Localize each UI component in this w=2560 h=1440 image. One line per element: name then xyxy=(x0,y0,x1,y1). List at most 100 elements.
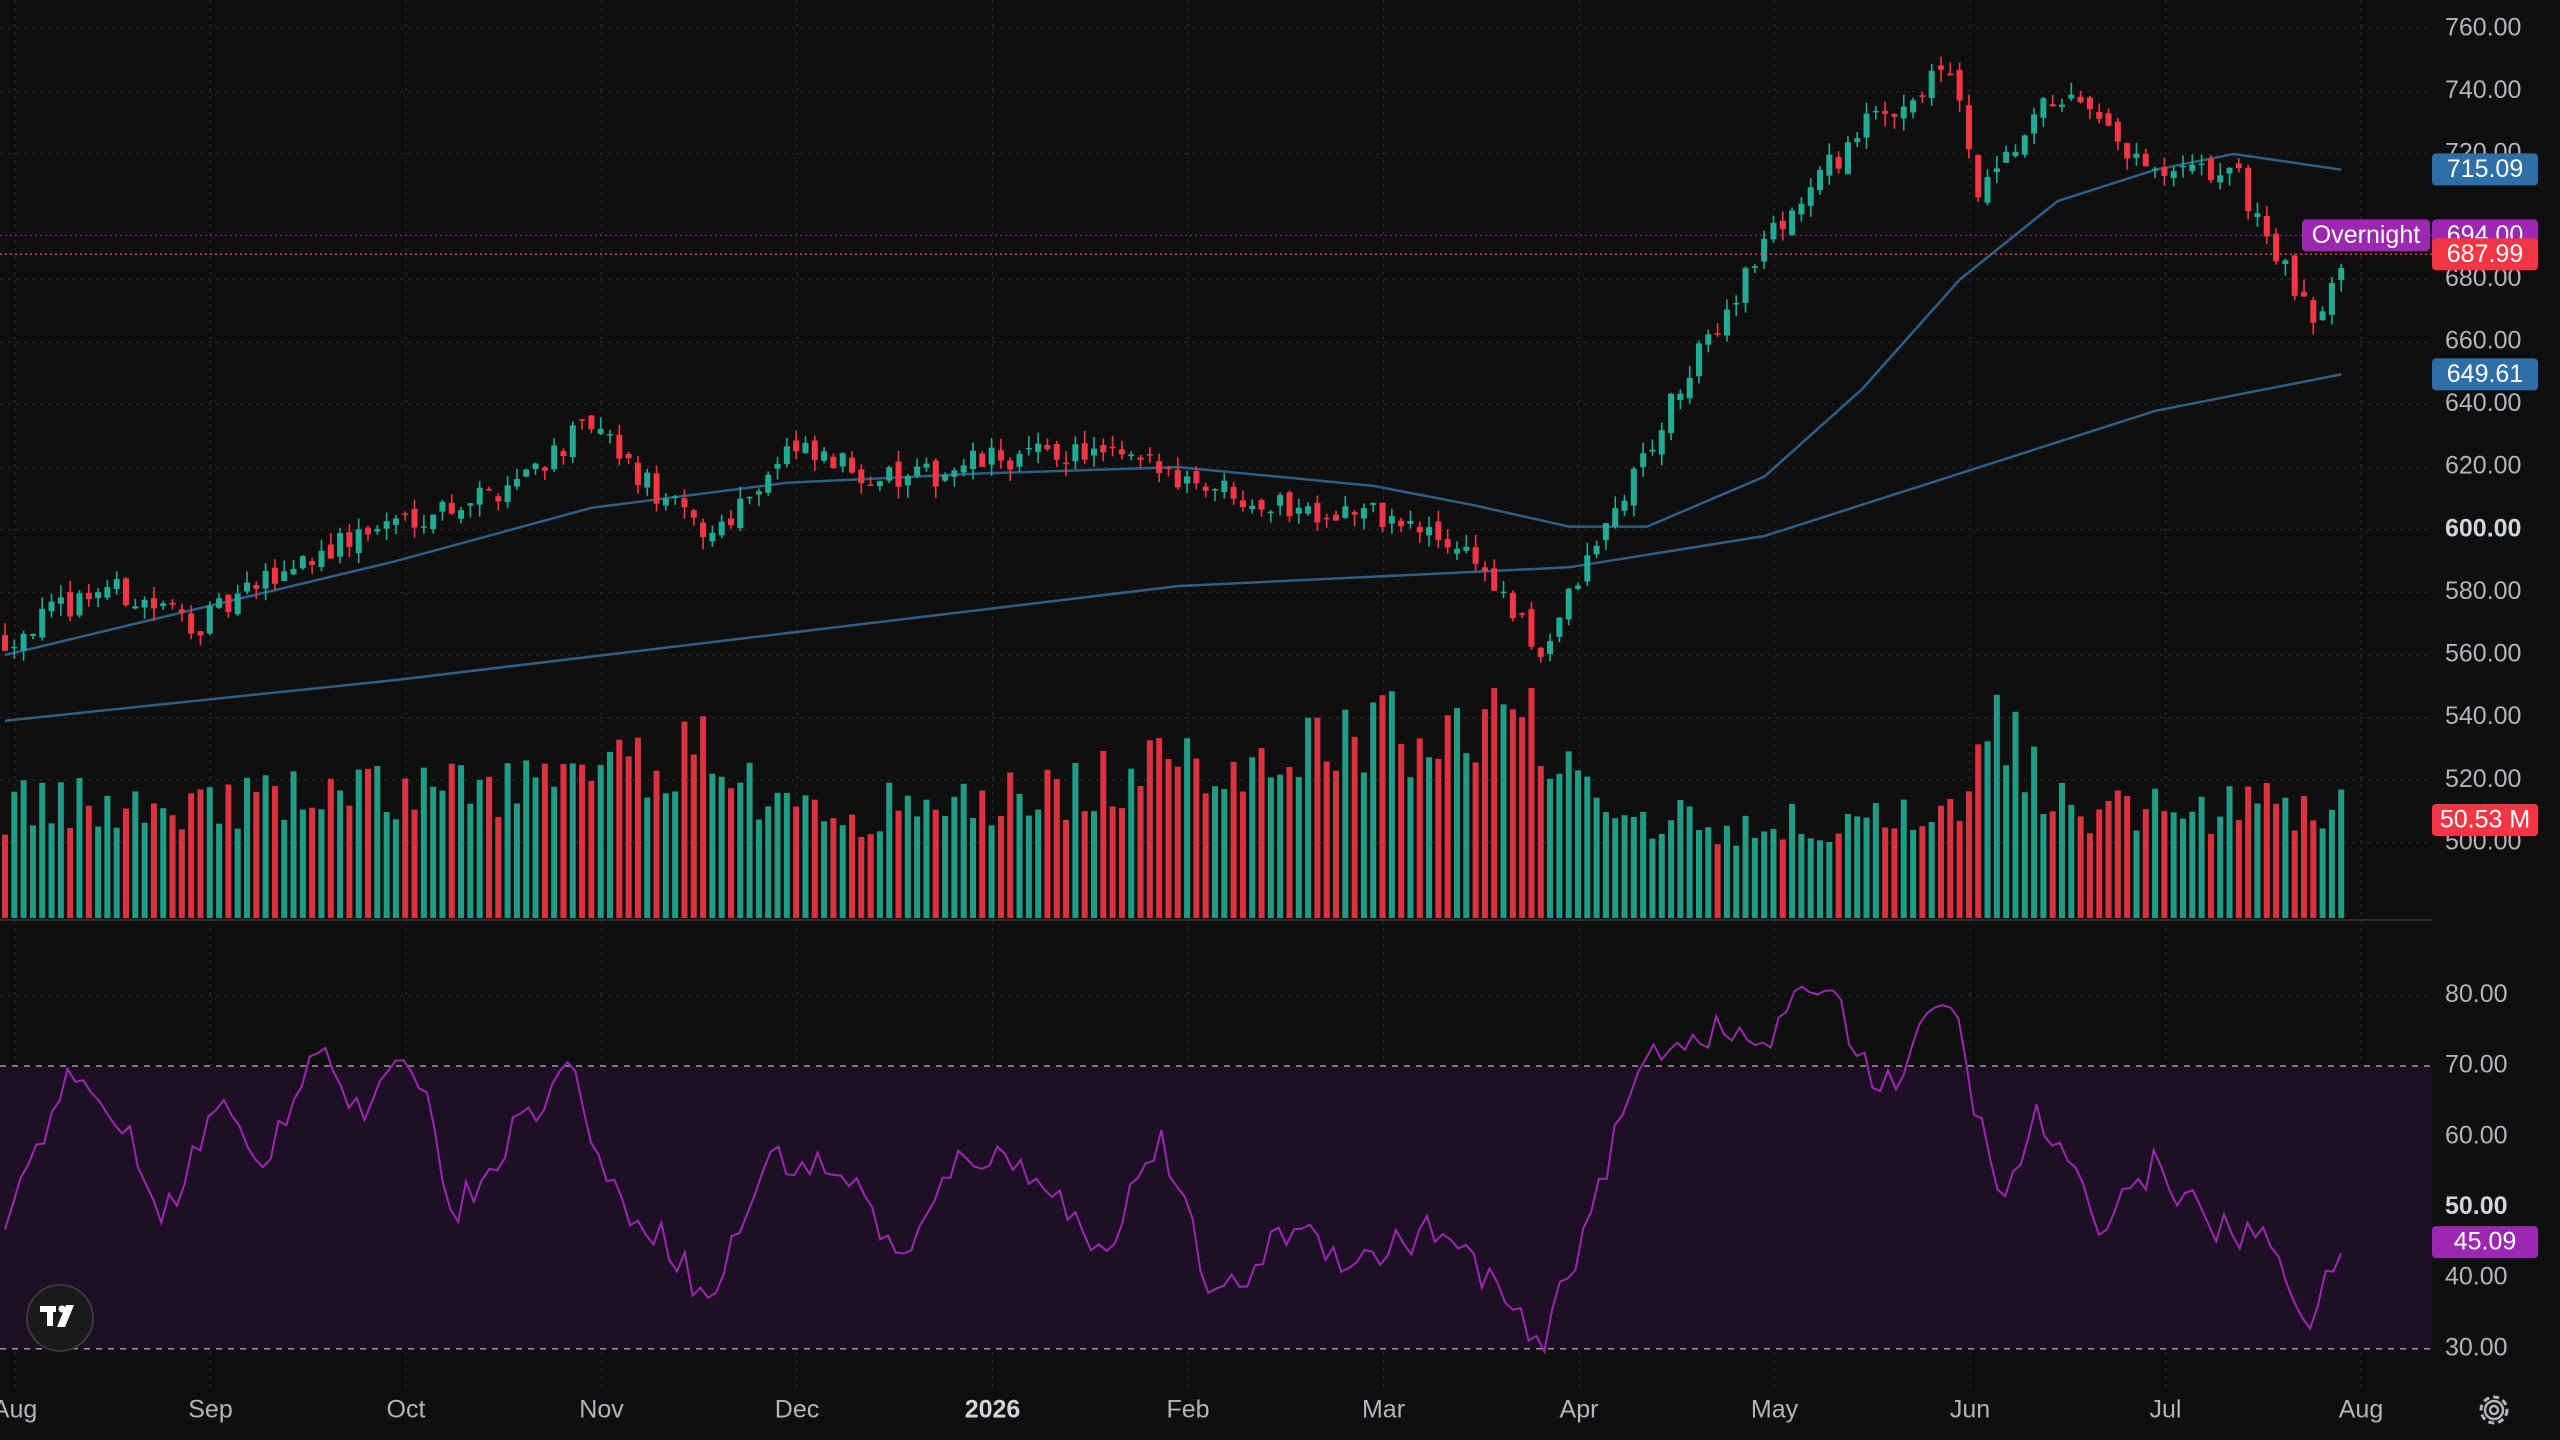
candle-body[interactable] xyxy=(1053,443,1060,460)
candle-body[interactable] xyxy=(2273,233,2280,262)
candle-body[interactable] xyxy=(1668,393,1675,434)
candle-body[interactable] xyxy=(216,598,223,608)
candle-body[interactable] xyxy=(2114,121,2121,142)
candle-body[interactable] xyxy=(1947,73,1954,76)
candle-body[interactable] xyxy=(1882,110,1889,114)
candle-body[interactable] xyxy=(2077,96,2084,103)
chart-ui[interactable] xyxy=(26,1284,2509,1425)
candle-body[interactable] xyxy=(1835,157,1842,169)
candle-body[interactable] xyxy=(2179,165,2186,168)
candle-body[interactable] xyxy=(709,532,716,542)
candle-body[interactable] xyxy=(700,522,707,538)
candle-body[interactable] xyxy=(746,496,753,499)
candle-body[interactable] xyxy=(355,529,362,554)
candle-body[interactable] xyxy=(1388,516,1395,524)
candle-body[interactable] xyxy=(197,631,204,636)
candle-body[interactable] xyxy=(448,502,455,514)
candle-body[interactable] xyxy=(1872,110,1879,113)
candle-body[interactable] xyxy=(979,453,986,467)
candle-body[interactable] xyxy=(1965,105,1972,150)
candle-body[interactable] xyxy=(1956,69,1963,101)
candle-body[interactable] xyxy=(290,568,297,575)
candle-body[interactable] xyxy=(848,457,855,473)
candle-body[interactable] xyxy=(2235,163,2242,169)
candle-body[interactable] xyxy=(2319,311,2326,321)
candle-body[interactable] xyxy=(690,510,697,518)
candle-body[interactable] xyxy=(793,440,800,452)
candle-body[interactable] xyxy=(1351,511,1358,515)
candle-body[interactable] xyxy=(1714,333,1721,335)
candle-body[interactable] xyxy=(374,529,381,532)
time-axis[interactable]: Aug Sep Oct Nov Dec 2026 Feb Mar Apr May Jun Jul Aug xyxy=(0,1396,2383,1424)
candle-body[interactable] xyxy=(2142,153,2149,167)
candle-body[interactable] xyxy=(253,585,260,589)
candle-body[interactable] xyxy=(2105,113,2112,126)
candle-body[interactable] xyxy=(2226,167,2233,174)
candle-body[interactable] xyxy=(1100,444,1107,453)
candle-body[interactable] xyxy=(2003,151,2010,163)
candle-body[interactable] xyxy=(569,425,576,458)
candle-body[interactable] xyxy=(1370,502,1377,505)
candle-body[interactable] xyxy=(2086,97,2093,110)
candle-body[interactable] xyxy=(206,605,213,634)
candle-body[interactable] xyxy=(1286,492,1293,517)
chart-settings-button[interactable] xyxy=(2479,1395,2509,1425)
candle-body[interactable] xyxy=(1267,511,1274,514)
candle-body[interactable] xyxy=(1984,177,1991,203)
candle-body[interactable] xyxy=(85,592,92,600)
candle-body[interactable] xyxy=(1844,142,1851,175)
candle-body[interactable] xyxy=(988,447,995,465)
candle-body[interactable] xyxy=(1416,526,1423,533)
candle-body[interactable] xyxy=(476,487,483,505)
candle-body[interactable] xyxy=(20,633,27,651)
candle-body[interactable] xyxy=(1044,445,1051,450)
candle-body[interactable] xyxy=(755,491,762,495)
candle-body[interactable] xyxy=(1453,548,1460,554)
candle-body[interactable] xyxy=(1863,113,1870,138)
candle-body[interactable] xyxy=(597,428,604,434)
candle-body[interactable] xyxy=(774,464,781,469)
candle-body[interactable] xyxy=(29,634,36,636)
candle-body[interactable] xyxy=(579,419,586,421)
candle-body[interactable] xyxy=(1230,486,1237,499)
candle-body[interactable] xyxy=(1519,613,1526,616)
candle-body[interactable] xyxy=(1751,266,1758,268)
candle-body[interactable] xyxy=(2161,166,2168,176)
candle-body[interactable] xyxy=(1165,467,1172,470)
candle-body[interactable] xyxy=(1007,460,1014,470)
candle-body[interactable] xyxy=(839,453,846,467)
candle-body[interactable] xyxy=(1686,377,1693,399)
candle-body[interactable] xyxy=(383,521,390,529)
candle-body[interactable] xyxy=(1118,449,1125,455)
candle-body[interactable] xyxy=(1547,641,1554,654)
candle-body[interactable] xyxy=(1128,454,1135,457)
candle-body[interactable] xyxy=(1891,113,1898,117)
candle-body[interactable] xyxy=(2338,267,2345,280)
candle-body[interactable] xyxy=(2263,216,2270,237)
candle-body[interactable] xyxy=(2124,143,2131,159)
candle-body[interactable] xyxy=(160,603,167,607)
candle-body[interactable] xyxy=(1202,486,1209,491)
candle-body[interactable] xyxy=(1789,210,1796,236)
candle-body[interactable] xyxy=(1798,203,1805,215)
candle-body[interactable] xyxy=(1314,502,1321,523)
candle-body[interactable] xyxy=(672,496,679,498)
candle-body[interactable] xyxy=(960,465,967,473)
candle-body[interactable] xyxy=(662,498,669,506)
candle-body[interactable] xyxy=(2189,164,2196,172)
candle-body[interactable] xyxy=(1435,521,1442,541)
candle-body[interactable] xyxy=(1537,647,1544,658)
candle-body[interactable] xyxy=(1016,453,1023,467)
candle-body[interactable] xyxy=(67,592,74,617)
candle-body[interactable] xyxy=(262,570,269,589)
candle-body[interactable] xyxy=(392,518,399,525)
candle-body[interactable] xyxy=(1621,500,1628,511)
candle-body[interactable] xyxy=(2133,153,2140,158)
candle-body[interactable] xyxy=(234,593,241,615)
candle-body[interactable] xyxy=(1193,471,1200,484)
candle-body[interactable] xyxy=(1090,448,1097,456)
candle-body[interactable] xyxy=(1221,480,1228,493)
candle-body[interactable] xyxy=(1211,489,1218,491)
candle-body[interactable] xyxy=(1444,538,1451,548)
